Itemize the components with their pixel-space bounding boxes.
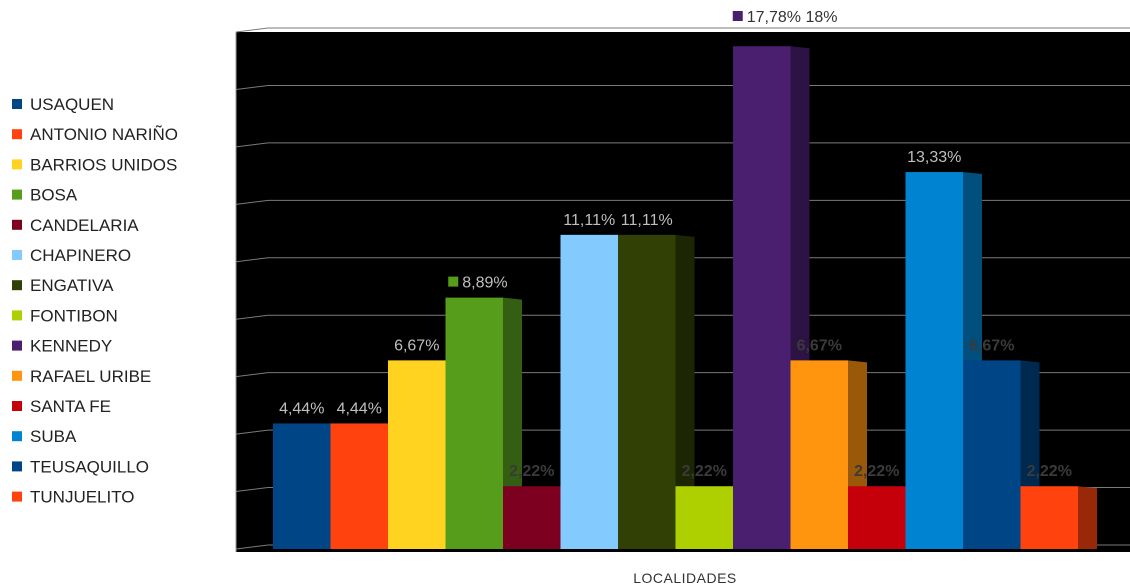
legend-item: SUBA xyxy=(12,427,77,446)
data-label-marker xyxy=(732,11,743,21)
legend-item: CANDELARIA xyxy=(12,216,139,235)
legend-swatch xyxy=(12,370,22,381)
legend-swatch xyxy=(12,491,22,502)
gridline xyxy=(235,257,1130,263)
data-label: 13,33% xyxy=(907,149,961,166)
data-label: 2,22% xyxy=(509,463,554,480)
gridline xyxy=(235,199,1130,205)
legend-label: ENGATIVA xyxy=(30,276,114,295)
bars xyxy=(273,46,1097,550)
legend-label: TEUSAQUILLO xyxy=(30,457,149,476)
legend-item: FONTIBON xyxy=(12,306,118,325)
legend-label: CHAPINERO xyxy=(30,246,131,265)
legend: USAQUEN ANTONIO NARIÑO BARRIOS UNIDOS BOSA C… xyxy=(12,95,178,507)
legend-item: TUNJUELITO xyxy=(12,488,135,507)
data-labels: 4,44% 4,44% 6,67% 8,89% 2,22% 11,11% 11,11% 2,2… xyxy=(279,9,1072,480)
legend-label: ANTONIO NARIÑO xyxy=(30,125,178,144)
data-label: 11,11% xyxy=(563,212,615,229)
legend-item: ANTONIO NARIÑO xyxy=(12,125,178,144)
legend-swatch xyxy=(12,250,22,260)
data-label: 6,67% xyxy=(394,337,439,354)
legend-swatch xyxy=(12,159,22,170)
legend-item: TEUSAQUILLO xyxy=(12,457,149,476)
legend-swatch xyxy=(12,189,22,200)
gridline xyxy=(235,27,1130,33)
legend-swatch xyxy=(12,340,22,351)
legend-item: CHAPINERO xyxy=(12,246,131,265)
legend-swatch xyxy=(12,129,22,140)
data-label: 6,67% xyxy=(797,337,842,354)
bar xyxy=(445,297,522,549)
data-label: 4,44% xyxy=(337,400,382,417)
legend-item: SANTA FE xyxy=(12,397,111,416)
data-label: 11,11% xyxy=(621,212,673,229)
data-label: 2,22% xyxy=(682,463,727,480)
legend-swatch xyxy=(12,461,22,472)
legend-item: RAFAEL URIBE xyxy=(12,367,151,386)
gridline xyxy=(235,314,1130,320)
legend-label: TUNJUELITO xyxy=(30,488,135,507)
legend-label: CANDELARIA xyxy=(30,216,139,235)
bar xyxy=(1020,486,1097,549)
legend-label: BARRIOS UNIDOS xyxy=(30,155,177,174)
x-axis-title: LOCALIDADES xyxy=(633,570,737,586)
legend-swatch xyxy=(12,401,22,411)
bar xyxy=(618,234,695,549)
legend-label: BOSA xyxy=(30,186,78,205)
legend-item: BARRIOS UNIDOS xyxy=(12,155,177,174)
data-label: 17,78% 18% xyxy=(747,9,838,26)
legend-swatch xyxy=(12,310,22,321)
legend-swatch xyxy=(12,219,22,230)
legend-item: BOSA xyxy=(12,186,78,205)
bar xyxy=(790,360,867,549)
data-label: 8,89% xyxy=(462,275,507,292)
data-label: 4,44% xyxy=(279,400,324,417)
legend-label: RAFAEL URIBE xyxy=(30,367,151,386)
legend-label: SUBA xyxy=(30,427,77,446)
legend-label: USAQUEN xyxy=(30,95,114,114)
legend-label: FONTIBON xyxy=(30,306,118,325)
gridline xyxy=(235,142,1130,148)
legend-item: USAQUEN xyxy=(12,95,114,114)
legend-item: ENGATIVA xyxy=(12,276,114,295)
legend-swatch xyxy=(12,99,22,109)
data-label: 6,67% xyxy=(969,337,1014,354)
legend-item: KENNEDY xyxy=(12,337,112,356)
data-label: 2,22% xyxy=(854,463,899,480)
legend-label: SANTA FE xyxy=(30,397,111,416)
bar xyxy=(733,46,810,550)
data-label-marker xyxy=(448,276,459,287)
gridline xyxy=(235,84,1130,90)
legend-swatch xyxy=(12,280,22,291)
data-label: 2,22% xyxy=(1027,463,1072,480)
legend-swatch xyxy=(12,431,22,442)
legend-label: KENNEDY xyxy=(30,337,112,356)
